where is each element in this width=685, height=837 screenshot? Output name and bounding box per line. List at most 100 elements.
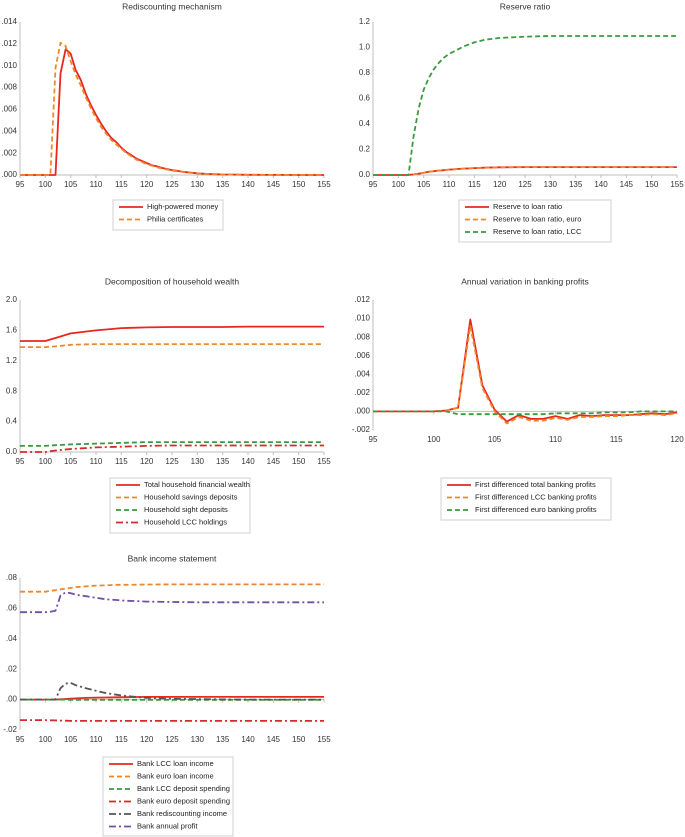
legend-label: Reserve to loan ratio, euro <box>493 214 581 223</box>
x-tick-label: 115 <box>115 457 128 466</box>
legend-label: Bank euro deposit spending <box>137 796 230 805</box>
x-tick-label: 140 <box>241 180 255 189</box>
legend-box <box>112 199 224 231</box>
x-tick-label: 120 <box>140 457 154 466</box>
y-tick-label: 2.0 <box>6 295 18 304</box>
legend: Reserve to loan ratio Reserve to loan rat… <box>458 199 612 243</box>
y-tick-label: 1.0 <box>359 43 371 52</box>
x-tick-label: 145 <box>620 180 634 189</box>
chart-title: Reserve ratio <box>500 1 551 11</box>
x-tick-label: 150 <box>292 457 306 466</box>
x-tick-label: 145 <box>267 180 281 189</box>
y-tick-label: .04 <box>6 634 18 643</box>
y-tick-label: .000 <box>354 407 370 416</box>
x-tick-label: 155 <box>317 457 331 466</box>
x-tick-label: 125 <box>165 735 179 744</box>
series-line-1 <box>373 166 677 176</box>
x-tick-label: 115 <box>115 180 128 189</box>
x-tick-label: 110 <box>90 457 103 466</box>
chart-5: Bank income statement -.02 .00 .02 .04 .06 .08… <box>3 553 331 837</box>
series-line-2 <box>20 41 324 176</box>
y-tick-label: 1.2 <box>359 17 371 26</box>
y-tick-label: 0.8 <box>6 386 18 395</box>
x-tick-label: 120 <box>493 180 507 189</box>
x-tick-label: 135 <box>216 735 230 744</box>
y-tick-label: .08 <box>6 573 18 582</box>
y-tick-label: .004 <box>354 369 370 378</box>
legend-label: First differenced euro banking profits <box>475 505 597 514</box>
x-tick-label: 110 <box>90 180 103 189</box>
x-tick-label: 105 <box>64 457 78 466</box>
x-tick-label: 95 <box>16 180 25 189</box>
legend-label: First differenced LCC banking profits <box>475 492 597 501</box>
x-tick-label: 135 <box>216 180 230 189</box>
chart-4: Annual variation in banking profits -.002… <box>352 276 684 521</box>
x-tick-label: 135 <box>569 180 583 189</box>
x-tick-label: 120 <box>140 735 154 744</box>
legend: Total household financial wealth Househol… <box>109 477 251 534</box>
chart-title: Decomposition of household wealth <box>105 276 239 286</box>
y-tick-label: .004 <box>1 126 17 135</box>
series-line-1 <box>20 696 324 701</box>
series-line-2 <box>373 325 678 425</box>
x-tick-label: 100 <box>392 180 406 189</box>
x-tick-label: 100 <box>39 180 53 189</box>
x-tick-label: 110 <box>549 435 562 444</box>
x-tick-label: 135 <box>216 457 230 466</box>
legend: Bank LCC loan income Bank euro loan incom… <box>102 756 234 837</box>
x-tick-label: 130 <box>191 735 205 744</box>
series-line-1 <box>373 318 678 423</box>
x-tick-label: 105 <box>64 735 78 744</box>
legend: First differenced total banking profits F… <box>440 477 612 521</box>
x-tick-label: 140 <box>594 180 608 189</box>
x-tick-label: 150 <box>645 180 659 189</box>
x-tick-label: 95 <box>16 735 25 744</box>
legend-label: First differenced total banking profits <box>475 480 596 489</box>
chart-3: Decomposition of household wealth 0.0 0.4 0… <box>6 276 331 534</box>
series-line-4 <box>20 444 324 453</box>
series-line-2 <box>373 166 677 176</box>
x-tick-label: 115 <box>115 735 128 744</box>
series-line-2 <box>20 583 324 593</box>
chart-title: Rediscounting mechanism <box>122 1 222 11</box>
legend-label: Household LCC holdings <box>144 517 227 526</box>
x-tick-label: 115 <box>610 435 623 444</box>
series-line-2 <box>20 343 324 349</box>
x-tick-label: 120 <box>670 435 684 444</box>
y-tick-label: 0.0 <box>6 447 18 456</box>
legend-label: Household savings deposits <box>144 492 238 501</box>
legend-label: Bank rediscounting income <box>137 809 227 818</box>
y-tick-label: .012 <box>354 295 370 304</box>
y-tick-label: -.02 <box>3 725 17 734</box>
x-tick-label: 155 <box>670 180 684 189</box>
x-tick-label: 110 <box>90 735 103 744</box>
legend-label: Household sight deposits <box>144 505 228 514</box>
x-tick-label: 105 <box>488 435 502 444</box>
legend: High-powered money Philia certificates <box>112 199 224 231</box>
y-tick-label: .012 <box>1 39 17 48</box>
series-line-6 <box>20 591 324 614</box>
legend-label: Bank LCC loan income <box>137 759 214 768</box>
x-tick-label: 105 <box>64 180 78 189</box>
y-tick-label: .006 <box>354 351 370 360</box>
y-tick-label: .008 <box>1 83 17 92</box>
legend-label: Reserve to loan ratio <box>493 202 562 211</box>
legend-label: Total household financial wealth <box>144 480 250 489</box>
x-tick-label: 100 <box>39 457 53 466</box>
y-tick-label: 0.8 <box>359 68 371 77</box>
legend-box <box>109 477 251 534</box>
series-line-3 <box>20 441 324 447</box>
y-tick-label: .010 <box>1 61 17 70</box>
y-tick-label: .010 <box>354 314 370 323</box>
y-tick-label: .000 <box>1 170 17 179</box>
x-tick-label: 125 <box>165 457 179 466</box>
x-tick-label: 105 <box>417 180 431 189</box>
x-tick-label: 155 <box>317 735 331 744</box>
chart-1: Rediscounting mechanism .000 .002 .004 .006.… <box>1 1 331 231</box>
x-tick-label: 150 <box>292 735 306 744</box>
x-tick-label: 150 <box>292 180 306 189</box>
series-line-3 <box>373 35 677 176</box>
y-tick-label: 0.6 <box>359 94 371 103</box>
y-tick-label: .014 <box>1 17 17 26</box>
